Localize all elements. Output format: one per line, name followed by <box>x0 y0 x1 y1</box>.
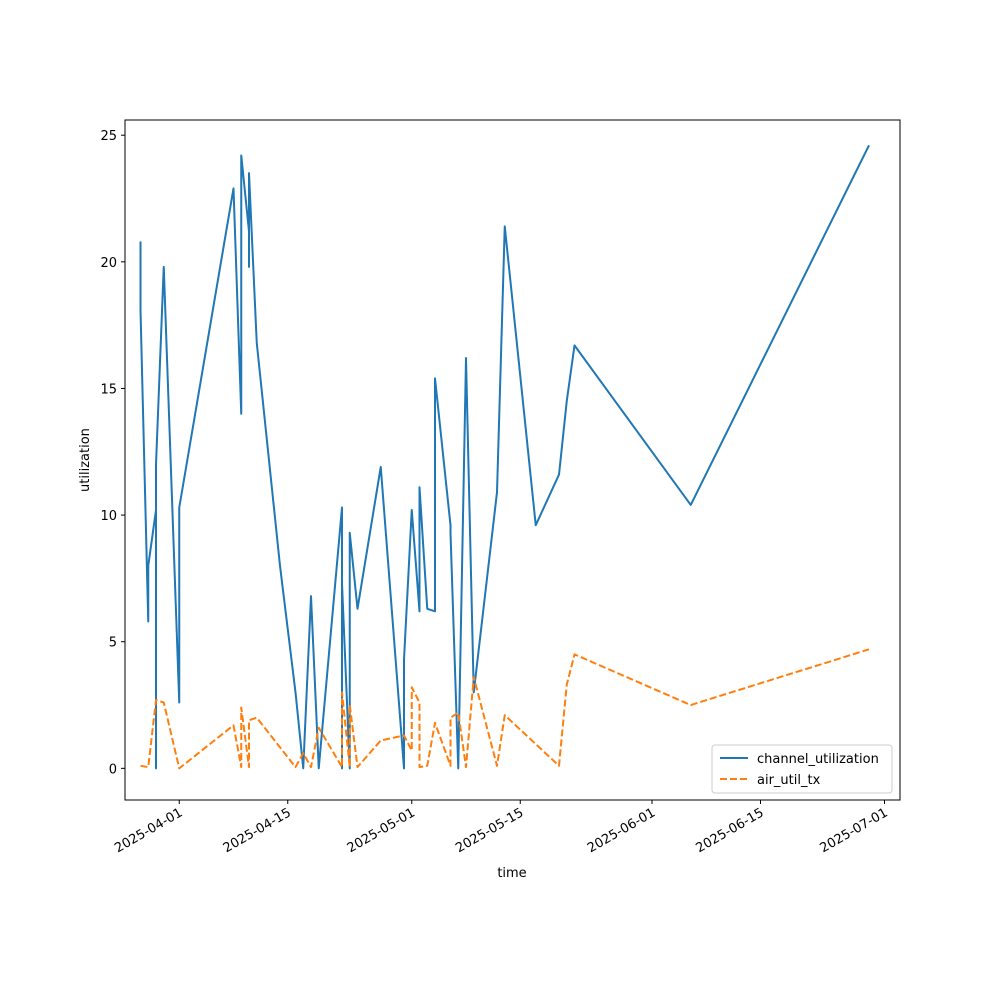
y-axis-label: utilization <box>78 428 93 492</box>
legend-label-channel-utilization: channel_utilization <box>757 752 879 767</box>
x-axis-label: time <box>497 866 526 881</box>
y-tick-label: 15 <box>100 382 117 397</box>
plot-frame <box>124 119 901 801</box>
legend-box <box>711 744 893 794</box>
y-tick-label: 20 <box>100 256 117 271</box>
series-line-air-util-tx <box>140 648 870 770</box>
series-layer <box>139 144 870 770</box>
legend: channel_utilization air_util_tx <box>711 744 893 794</box>
series-line-channel-utilization <box>139 144 870 770</box>
y-tick-label: 10 <box>100 509 117 524</box>
y-tick-label: 0 <box>109 762 117 777</box>
y-tick-label: 5 <box>109 636 117 651</box>
legend-label-air-util-tx: air_util_tx <box>757 773 821 788</box>
y-tick-label: 25 <box>100 129 117 144</box>
